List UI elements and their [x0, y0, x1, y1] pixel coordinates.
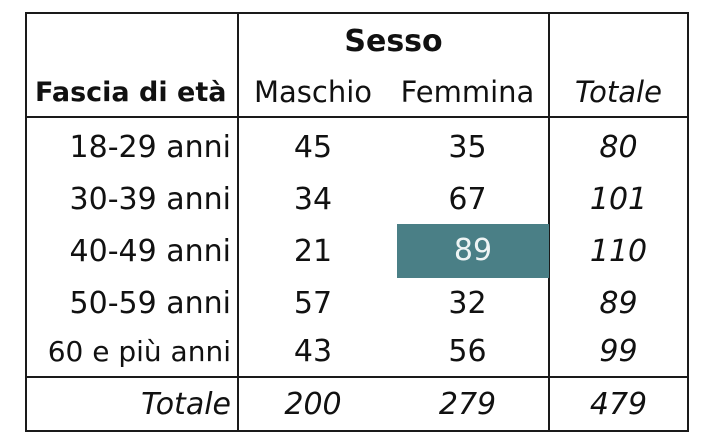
- total-row-label: Totale: [141, 387, 231, 422]
- female-column-header: Femmina: [400, 74, 535, 109]
- age-range-header: Fascia di età: [35, 76, 227, 108]
- contingency-table: Sesso Fascia di età Maschio Femmina Tota…: [25, 12, 689, 432]
- table-cell-total: 89: [599, 286, 638, 321]
- row-label: 30-39 anni: [69, 182, 231, 217]
- total-column-header: Totale: [575, 74, 662, 109]
- row-label-divider: [237, 14, 239, 430]
- table-cell-male: 21: [293, 234, 333, 269]
- table-cell-total: 99: [599, 334, 638, 369]
- grand-total: 479: [589, 387, 648, 422]
- total-row-divider: [27, 376, 687, 378]
- table-cell-female: 67: [448, 182, 487, 217]
- table-cell-male: 34: [293, 182, 333, 217]
- male-column-header: Maschio: [253, 74, 373, 109]
- total-female: 279: [438, 387, 497, 422]
- row-label: 18-29 anni: [69, 130, 231, 165]
- table-cell-female: 32: [448, 286, 487, 321]
- table-cell-total: 110: [589, 234, 648, 269]
- highlighted-table-cell: 89: [397, 224, 549, 278]
- table-cell-total: 101: [589, 182, 648, 217]
- sex-group-header: Sesso: [344, 24, 443, 59]
- row-label: 60 e più anni: [47, 335, 231, 368]
- table-cell-total: 80: [599, 130, 638, 165]
- table-cell-female: 35: [448, 130, 487, 165]
- header-divider: [27, 116, 687, 118]
- total-column-divider: [548, 14, 550, 430]
- table-cell-male: 57: [293, 286, 333, 321]
- row-label: 50-59 anni: [69, 286, 231, 321]
- row-label: 40-49 anni: [69, 234, 231, 269]
- table-cell-male: 43: [293, 334, 333, 369]
- table-cell-male: 45: [293, 130, 333, 165]
- table-cell-female: 56: [448, 334, 487, 369]
- total-male: 200: [284, 387, 342, 422]
